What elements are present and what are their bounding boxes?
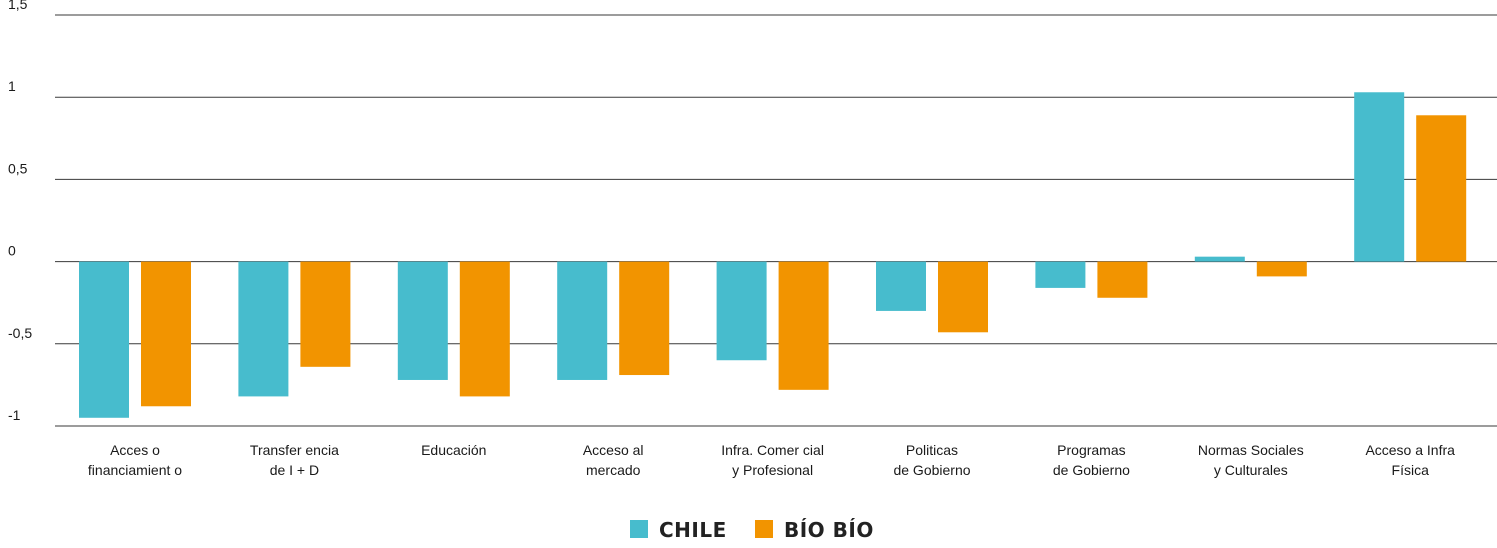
bar: [1097, 261, 1148, 298]
y-tick-label: -1: [8, 407, 21, 423]
bar: [397, 261, 448, 380]
x-category-label: Programas de Gobierno: [1053, 442, 1130, 478]
bar: [619, 261, 670, 376]
bar: [1256, 261, 1307, 277]
legend-label: BÍO BÍO: [784, 518, 874, 542]
bar: [938, 261, 988, 333]
legend-swatch: [630, 520, 648, 538]
bar: [778, 261, 829, 390]
legend-swatch: [755, 520, 773, 538]
bar: [238, 261, 289, 397]
bar: [876, 261, 926, 311]
x-category-label: Politicas de Gobierno: [893, 442, 970, 478]
y-axis-ticks: 1,5 1 0,5 0 -0,5 -1: [8, 0, 32, 423]
legend-item: BÍO BÍO: [755, 518, 874, 542]
x-category-label: Acceso a Infra Física: [1365, 442, 1455, 478]
bar: [716, 261, 767, 361]
y-tick-label: 1,5: [8, 0, 28, 12]
x-category-label: Acceso al mercado: [583, 442, 644, 478]
bar: [557, 261, 608, 380]
y-tick-label: -0,5: [8, 325, 32, 341]
x-category-label: Normas Sociales y Culturales: [1198, 442, 1304, 478]
legend: CHILE BÍO BÍO: [630, 518, 874, 542]
bar: [79, 261, 129, 418]
bar: [459, 261, 510, 397]
bar: [1035, 261, 1086, 288]
bar: [1194, 256, 1245, 262]
x-category-label: Transfer encia de I + D: [250, 442, 339, 478]
x-category-label: Educación: [421, 442, 486, 458]
bars: [79, 92, 1467, 418]
grid-lines: [55, 14, 1497, 427]
y-tick-label: 1: [8, 78, 16, 94]
bar: [300, 261, 351, 367]
bar: [141, 261, 191, 407]
bar: [1354, 92, 1405, 262]
category-labels: Acces o financiamient o Transfer encia de I…: [88, 442, 1455, 478]
y-tick-label: 0: [8, 243, 16, 259]
x-category-label: Infra. Comer cial y Profesional: [721, 442, 824, 478]
x-category-label: Acces o financiamient o: [88, 442, 182, 478]
legend-item: CHILE: [630, 518, 727, 542]
bar: [1416, 115, 1467, 262]
legend-label: CHILE: [659, 518, 727, 542]
y-tick-label: 0,5: [8, 160, 28, 176]
